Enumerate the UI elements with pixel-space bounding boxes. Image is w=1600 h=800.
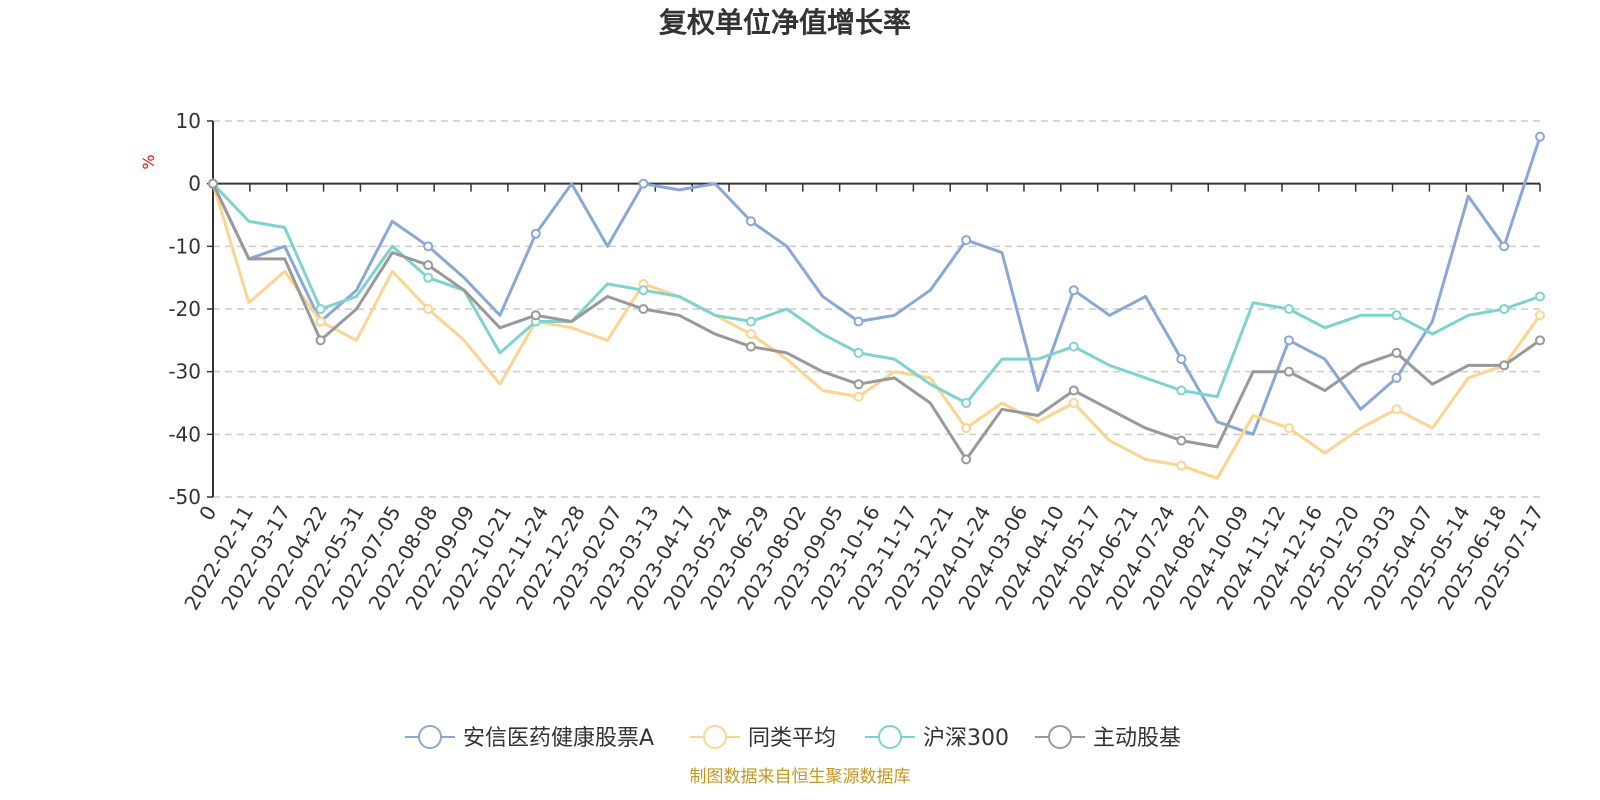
data-point <box>853 379 864 390</box>
data-point <box>315 316 326 327</box>
data-point <box>1535 335 1545 346</box>
data-point <box>1283 366 1294 377</box>
data-point <box>1283 304 1294 314</box>
series-line <box>211 182 1541 405</box>
data-point <box>1535 131 1545 142</box>
data-point <box>530 310 541 321</box>
data-point <box>638 178 649 189</box>
data-point <box>208 178 218 189</box>
data-point <box>1068 285 1079 296</box>
legend-item[interactable]: 主动股基 <box>1035 725 1181 751</box>
data-point <box>745 216 756 227</box>
data-point <box>1176 385 1187 396</box>
data-point <box>315 335 326 346</box>
chart-title: 复权单位净值增长率 <box>659 6 911 39</box>
y-tick-label: -20 <box>168 297 201 321</box>
y-tick-label: 0 <box>188 172 201 196</box>
data-point <box>1068 398 1079 408</box>
data-point <box>853 391 864 402</box>
data-point <box>1391 347 1402 358</box>
series-lines <box>208 131 1545 480</box>
data-point <box>530 228 541 239</box>
legend-marker <box>703 725 727 749</box>
data-point <box>961 454 972 465</box>
legend-marker <box>1048 725 1072 749</box>
y-tick-label: 10 <box>176 109 201 133</box>
data-point <box>423 272 434 283</box>
series-line <box>211 183 1542 480</box>
data-point <box>1535 291 1545 302</box>
legend-label: 安信医药健康股票A <box>463 726 654 751</box>
y-tick-label: -50 <box>168 485 201 509</box>
data-point <box>1391 404 1402 415</box>
legend[interactable]: 安信医药健康股票A 同类平均 沪深300 主动股基 <box>405 725 1181 751</box>
legend-marker <box>878 725 902 749</box>
series-line <box>211 183 1541 461</box>
data-point <box>1176 460 1187 471</box>
data-point <box>423 241 434 252</box>
data-point <box>423 304 434 314</box>
data-point <box>961 423 972 434</box>
data-point <box>961 398 972 408</box>
legend-item[interactable]: 安信医药健康股票A <box>405 725 654 751</box>
data-point <box>1499 241 1510 252</box>
legend-label: 同类平均 <box>748 726 836 751</box>
data-point <box>638 304 649 314</box>
data-point <box>1499 304 1510 314</box>
data-point <box>1176 435 1187 446</box>
axes: 100-10-20-30-40-5002022-02-112022-03-172… <box>168 109 1548 614</box>
y-tick-label: -10 <box>168 234 201 258</box>
data-point <box>1283 423 1294 434</box>
y-unit-label: % <box>139 154 158 169</box>
data-point <box>745 341 756 352</box>
data-point <box>638 285 649 296</box>
data-point <box>315 304 326 314</box>
legend-marker <box>418 725 442 749</box>
x-tick-label: 0 <box>194 502 221 525</box>
data-point <box>853 316 864 327</box>
data-point <box>1176 354 1187 365</box>
data-point <box>1499 360 1510 371</box>
data-point <box>1068 341 1079 352</box>
y-tick-label: -40 <box>168 422 201 446</box>
legend-item[interactable]: 沪深300 <box>865 725 1009 751</box>
data-point <box>423 260 434 271</box>
grid <box>213 120 1540 498</box>
y-tick-label: -30 <box>168 360 201 384</box>
legend-label: 主动股基 <box>1093 726 1181 751</box>
data-point <box>1068 385 1079 396</box>
data-point <box>853 347 864 358</box>
data-point <box>745 329 756 340</box>
data-point <box>1391 372 1402 383</box>
data-point <box>1391 310 1402 321</box>
data-point <box>1283 335 1294 346</box>
legend-item[interactable]: 同类平均 <box>690 725 836 751</box>
data-point <box>745 316 756 327</box>
data-point <box>1535 310 1545 321</box>
legend-label: 沪深300 <box>923 726 1009 751</box>
data-point <box>961 235 972 246</box>
source-note: 制图数据来自恒生聚源数据库 <box>690 767 911 787</box>
series-line <box>211 136 1542 436</box>
